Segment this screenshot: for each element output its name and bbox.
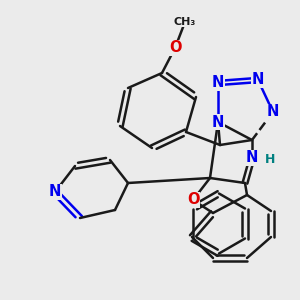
Text: N: N: [252, 73, 264, 88]
Text: N: N: [246, 151, 258, 166]
Text: O: O: [187, 193, 199, 208]
Text: CH₃: CH₃: [174, 17, 196, 27]
Text: N: N: [212, 115, 224, 130]
Text: N: N: [212, 76, 224, 91]
Text: H: H: [265, 153, 275, 166]
Text: N: N: [49, 184, 61, 200]
Text: O: O: [169, 40, 181, 56]
Text: N: N: [267, 104, 279, 119]
